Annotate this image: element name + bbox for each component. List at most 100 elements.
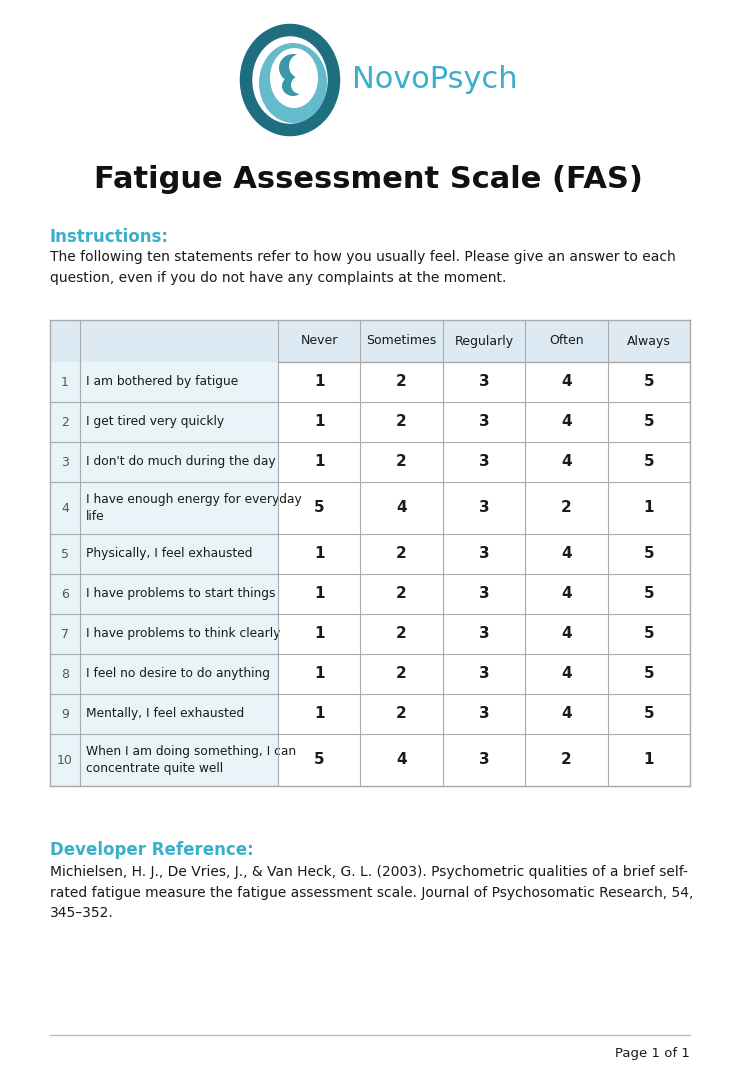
Text: 3: 3: [479, 626, 489, 642]
Ellipse shape: [289, 54, 311, 78]
Text: Michielsen, H. J., De Vries, J., & Van Heck, G. L. (2003). Psychometric qualitie: Michielsen, H. J., De Vries, J., & Van H…: [50, 865, 694, 920]
Text: 1: 1: [314, 455, 324, 470]
Text: 3: 3: [479, 415, 489, 430]
Bar: [278, 615, 690, 654]
Text: 1: 1: [314, 586, 324, 602]
Text: 4: 4: [561, 706, 572, 721]
Bar: [50, 482, 278, 534]
Text: 4: 4: [397, 500, 407, 515]
Text: Always: Always: [627, 335, 671, 348]
Text: 1: 1: [314, 415, 324, 430]
Bar: [278, 362, 690, 402]
Text: 3: 3: [479, 586, 489, 602]
Text: 3: 3: [479, 753, 489, 768]
Text: Fatigue Assessment Scale (FAS): Fatigue Assessment Scale (FAS): [94, 165, 643, 194]
Text: Page 1 of 1: Page 1 of 1: [615, 1047, 690, 1059]
Text: 3: 3: [479, 666, 489, 681]
Bar: [278, 734, 690, 786]
Text: 2: 2: [397, 375, 407, 390]
Text: Never: Never: [301, 335, 338, 348]
Text: When I am doing something, I can
concentrate quite well: When I am doing something, I can concent…: [86, 745, 296, 775]
Ellipse shape: [279, 54, 307, 82]
Text: I have enough energy for everyday
life: I have enough energy for everyday life: [86, 492, 301, 523]
Bar: [278, 654, 690, 694]
Text: Mentally, I feel exhausted: Mentally, I feel exhausted: [86, 707, 244, 720]
Text: Sometimes: Sometimes: [366, 335, 437, 348]
Text: 1: 1: [314, 666, 324, 681]
Text: 5: 5: [643, 626, 654, 642]
Bar: [278, 573, 690, 615]
Bar: [50, 615, 278, 654]
Bar: [50, 442, 278, 482]
Bar: [50, 573, 278, 615]
Text: 7: 7: [61, 627, 69, 640]
Text: 2: 2: [397, 415, 407, 430]
Text: 4: 4: [561, 546, 572, 562]
Text: I don't do much during the day: I don't do much during the day: [86, 456, 276, 469]
Text: I get tired very quickly: I get tired very quickly: [86, 416, 224, 429]
Text: 5: 5: [643, 666, 654, 681]
Text: I am bothered by fatigue: I am bothered by fatigue: [86, 376, 238, 389]
Text: 4: 4: [561, 626, 572, 642]
Bar: [50, 320, 278, 362]
Text: 10: 10: [57, 754, 73, 767]
Text: Often: Often: [549, 335, 584, 348]
Text: 9: 9: [61, 707, 69, 720]
Text: 5: 5: [314, 500, 324, 515]
Text: 2: 2: [397, 706, 407, 721]
Text: 5: 5: [643, 586, 654, 602]
Ellipse shape: [291, 76, 309, 94]
Bar: [50, 402, 278, 442]
Text: 1: 1: [314, 626, 324, 642]
Text: 3: 3: [479, 546, 489, 562]
Text: 2: 2: [397, 666, 407, 681]
Text: 2: 2: [561, 753, 572, 768]
Text: 8: 8: [61, 667, 69, 680]
Text: 5: 5: [643, 415, 654, 430]
Text: 2: 2: [397, 586, 407, 602]
Text: 4: 4: [561, 455, 572, 470]
Bar: [278, 320, 690, 362]
Text: 4: 4: [561, 586, 572, 602]
Text: 5: 5: [643, 455, 654, 470]
Text: 3: 3: [479, 706, 489, 721]
Bar: [278, 482, 690, 534]
Text: Instructions:: Instructions:: [50, 228, 169, 246]
Text: Physically, I feel exhausted: Physically, I feel exhausted: [86, 548, 253, 561]
Text: 4: 4: [561, 415, 572, 430]
Text: Regularly: Regularly: [455, 335, 514, 348]
Text: 3: 3: [479, 455, 489, 470]
Text: The following ten statements refer to how you usually feel. Please give an answe: The following ten statements refer to ho…: [50, 249, 676, 285]
Text: 1: 1: [314, 375, 324, 390]
Text: 5: 5: [643, 706, 654, 721]
Bar: [50, 734, 278, 786]
Ellipse shape: [259, 43, 327, 123]
Text: 6: 6: [61, 588, 69, 600]
Text: I feel no desire to do anything: I feel no desire to do anything: [86, 667, 270, 680]
Text: 3: 3: [479, 375, 489, 390]
Text: 5: 5: [61, 548, 69, 561]
Text: 1: 1: [643, 753, 654, 768]
Bar: [50, 654, 278, 694]
Text: 1: 1: [643, 500, 654, 515]
Text: 1: 1: [61, 376, 69, 389]
Text: NovoPsych: NovoPsych: [352, 66, 517, 94]
Text: 5: 5: [643, 375, 654, 390]
Text: 4: 4: [61, 501, 69, 514]
Text: I have problems to think clearly: I have problems to think clearly: [86, 627, 280, 640]
Bar: [278, 442, 690, 482]
Text: 3: 3: [479, 500, 489, 515]
Text: 1: 1: [314, 706, 324, 721]
Text: 4: 4: [561, 666, 572, 681]
Text: 5: 5: [314, 753, 324, 768]
Text: 4: 4: [561, 375, 572, 390]
Bar: [50, 362, 278, 402]
Bar: [50, 694, 278, 734]
Text: 2: 2: [561, 500, 572, 515]
Bar: [278, 534, 690, 573]
Text: 5: 5: [643, 546, 654, 562]
Text: 2: 2: [397, 546, 407, 562]
Text: 3: 3: [61, 456, 69, 469]
Bar: [278, 694, 690, 734]
Text: 2: 2: [397, 455, 407, 470]
